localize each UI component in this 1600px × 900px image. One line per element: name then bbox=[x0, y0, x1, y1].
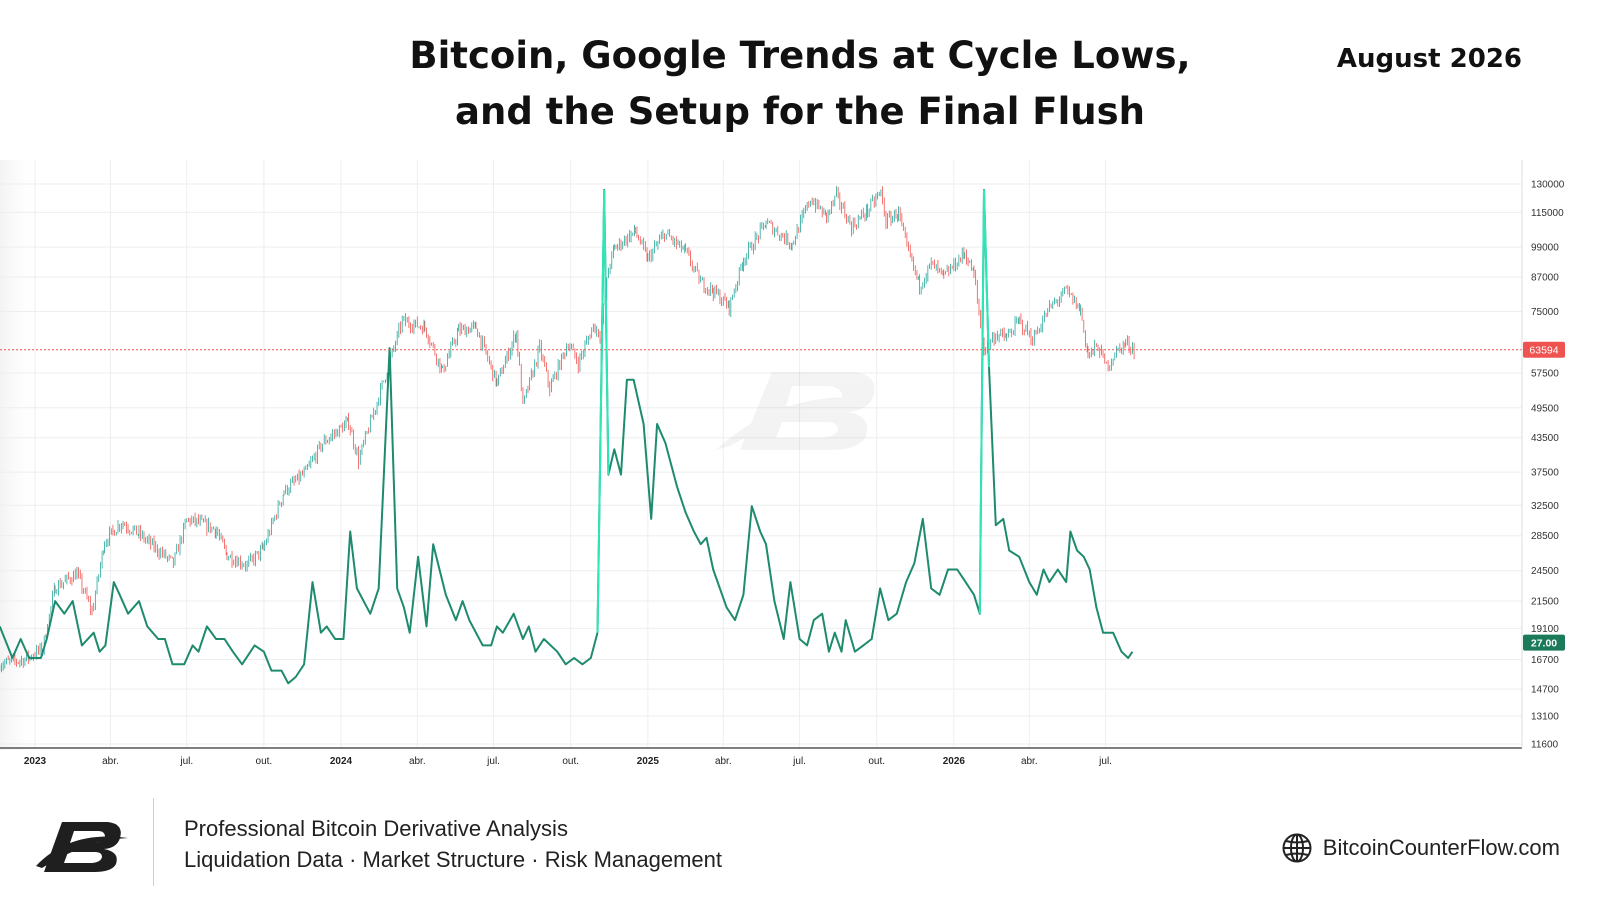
title-line-1: Bitcoin, Google Trends at Cycle Lows, bbox=[409, 34, 1191, 77]
y-tick-label: 49500 bbox=[1531, 403, 1559, 414]
y-tick-label: 28500 bbox=[1531, 531, 1559, 542]
x-axis-ticks: 2023 abr. jul. out. 2024 abr. jul. out. 2025 abr.… bbox=[24, 756, 1112, 767]
website-link[interactable]: BitcoinCounterFlow.com bbox=[1281, 832, 1560, 864]
y-tick-label: 14700 bbox=[1531, 685, 1559, 696]
y-tick-label: 24500 bbox=[1531, 566, 1559, 577]
watermark-logo-icon bbox=[716, 372, 875, 450]
globe-icon bbox=[1282, 833, 1312, 863]
x-tick-label: 2024 bbox=[330, 756, 353, 767]
y-tick-label: 57500 bbox=[1531, 369, 1559, 380]
last-price-badge: 63594 bbox=[1523, 341, 1565, 358]
trends-series bbox=[0, 189, 1134, 685]
title-line-2: and the Setup for the Final Flush bbox=[455, 90, 1145, 133]
y-tick-label: 115000 bbox=[1531, 208, 1564, 219]
y-tick-label: 19100 bbox=[1531, 624, 1559, 635]
last-price-label: 63594 bbox=[1529, 345, 1558, 357]
x-tick-label: abr. bbox=[102, 756, 119, 767]
y-tick-label: 87000 bbox=[1531, 273, 1559, 284]
chart-title: Bitcoin, Google Trends at Cycle Lows, an… bbox=[300, 28, 1300, 140]
x-tick-label: abr. bbox=[409, 756, 426, 767]
last-trends-badge: 27.00 bbox=[1523, 634, 1565, 651]
x-tick-label: out. bbox=[868, 756, 885, 767]
x-tick-label: abr. bbox=[1021, 756, 1038, 767]
footer-tagline-2: Liquidation Data · Market Structure · Ri… bbox=[184, 847, 723, 872]
x-tick-label: abr. bbox=[715, 756, 732, 767]
y-tick-label: 37500 bbox=[1531, 468, 1559, 479]
y-tick-label: 32500 bbox=[1531, 501, 1559, 512]
last-trends-label: 27.00 bbox=[1531, 638, 1557, 650]
x-tick-label: jul. bbox=[179, 756, 193, 767]
y-tick-label: 75000 bbox=[1531, 307, 1559, 318]
grid-lines bbox=[0, 160, 1522, 748]
x-tick-label: 2025 bbox=[637, 756, 660, 767]
x-tick-label: jul. bbox=[792, 756, 806, 767]
x-tick-label: 2026 bbox=[943, 756, 966, 767]
footer: Professional Bitcoin Derivative Analysis… bbox=[0, 792, 1600, 900]
trends-peak-highlight bbox=[596, 189, 610, 633]
plot-left-fade bbox=[0, 160, 40, 750]
website-text: BitcoinCounterFlow.com bbox=[1322, 835, 1560, 860]
y-tick-label: 99000 bbox=[1531, 243, 1559, 254]
y-tick-label: 43500 bbox=[1531, 433, 1559, 444]
x-tick-label: out. bbox=[562, 756, 579, 767]
y-tick-label: 13100 bbox=[1531, 711, 1559, 722]
y-tick-label: 16700 bbox=[1531, 655, 1559, 666]
trends-line bbox=[0, 189, 1134, 685]
footer-divider bbox=[153, 798, 154, 886]
bcf-logo-icon bbox=[36, 822, 128, 872]
price-trends-chart: 130000 115000 99000 87000 75000 57500 49500 435… bbox=[0, 160, 1565, 767]
x-tick-label: jul. bbox=[1098, 756, 1112, 767]
y-axis-ticks: 130000 115000 99000 87000 75000 57500 49500 435… bbox=[1531, 180, 1565, 751]
x-tick-label: jul. bbox=[486, 756, 500, 767]
y-tick-label: 21500 bbox=[1531, 597, 1559, 608]
footer-tagline-1: Professional Bitcoin Derivative Analysis bbox=[184, 816, 568, 841]
y-tick-label: 11600 bbox=[1531, 740, 1559, 751]
y-tick-label: 130000 bbox=[1531, 180, 1565, 191]
report-date: August 2026 bbox=[1336, 44, 1522, 74]
x-tick-label: 2023 bbox=[24, 756, 47, 767]
x-tick-label: out. bbox=[256, 756, 273, 767]
trends-peak-highlight bbox=[978, 189, 990, 614]
price-series bbox=[0, 186, 1135, 673]
